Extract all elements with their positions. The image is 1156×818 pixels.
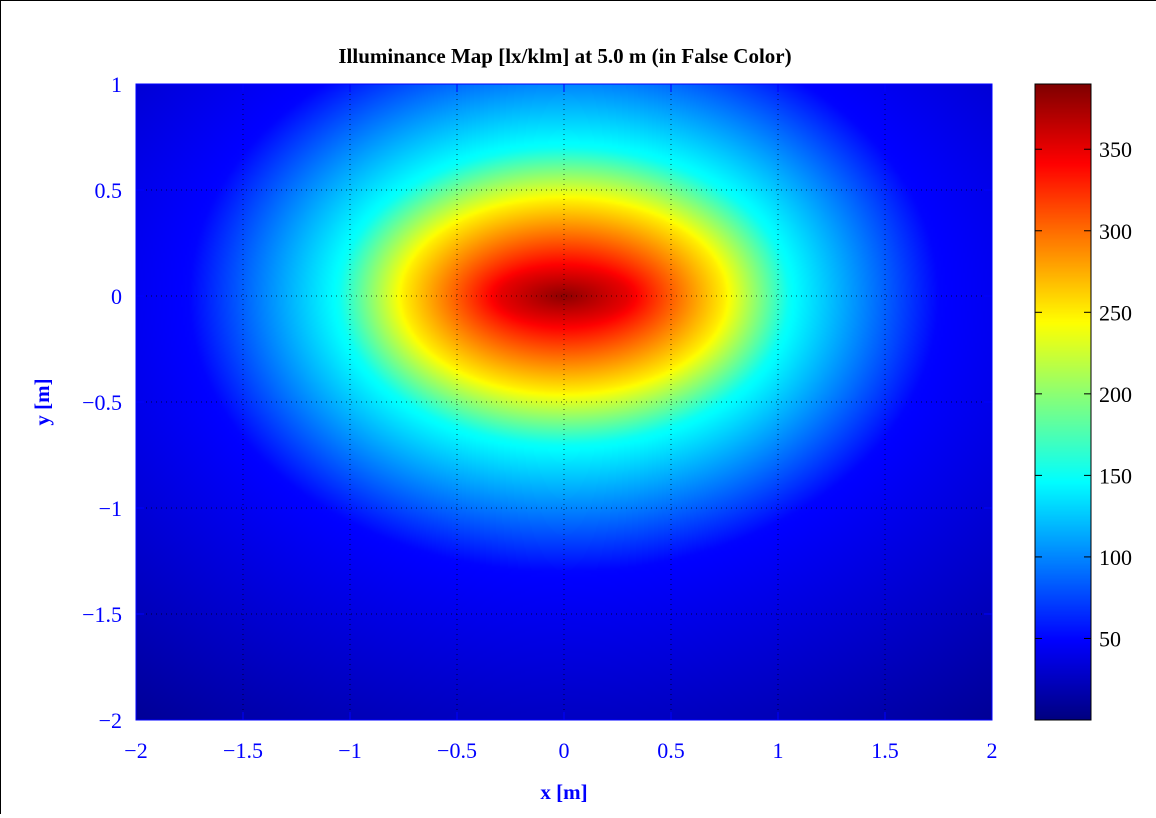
chart-title: Illuminance Map [lx/klm] at 5.0 m (in Fa… [338,44,791,68]
grid-lines [136,84,992,720]
x-tick-label: −1 [338,738,361,763]
y-tick-label: −1.5 [82,602,122,627]
colorbar-gradient [1035,84,1091,720]
figure-border-top [0,0,1156,1]
y-axis-label: y [m] [30,378,54,425]
colorbar-tick-label: 150 [1099,463,1132,488]
y-tick-label: 1 [111,72,122,97]
colorbar-frame [1034,83,1092,721]
x-tick-label: −0.5 [437,738,477,763]
colorbar-tick-label: 300 [1099,219,1132,244]
x-tick-label: 1 [773,738,784,763]
x-tick-label: 0 [559,738,570,763]
x-tick-label: 1.5 [871,738,899,763]
x-axis-ticks: −2 −1.5 −1 −0.5 0 0.5 1 1.5 2 [124,84,998,763]
colorbar-tick-label: 200 [1099,382,1132,407]
y-tick-label: 0.5 [95,178,123,203]
y-tick-label: 0 [111,284,122,309]
colorbar-tick-label: 250 [1099,300,1132,325]
y-tick-label: −1 [99,496,122,521]
x-tick-label: 0.5 [657,738,685,763]
y-tick-label: −2 [99,708,122,733]
y-tick-label: −0.5 [82,390,122,415]
plot-area: −2 −1.5 −1 −0.5 0 0.5 1 1.5 2 1 0.5 0 −0.5 −1 −1.5 −2 [82,72,997,763]
x-tick-label: −2 [124,738,147,763]
colorbar-tick-label: 350 [1099,137,1132,162]
colorbar-ticks: 50 100 150 200 250 300 350 [1035,137,1132,651]
colorbar-tick-label: 100 [1099,545,1132,570]
x-tick-label: 2 [987,738,998,763]
y-axis-ticks: 1 0.5 0 −0.5 −1 −1.5 −2 [82,72,992,733]
figure-border-left [0,0,1,814]
colorbar: 50 100 150 200 250 300 350 [1034,83,1132,721]
x-tick-label: −1.5 [223,738,263,763]
x-axis-label: x [m] [540,780,587,804]
colorbar-tick-label: 50 [1099,626,1121,651]
